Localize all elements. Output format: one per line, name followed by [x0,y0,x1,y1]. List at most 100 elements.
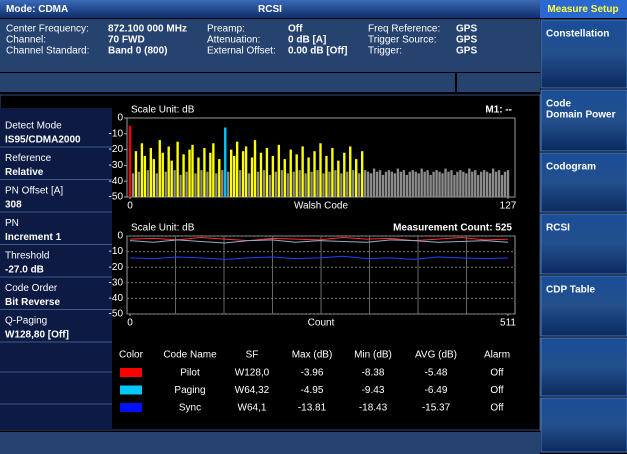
bar [215,173,218,197]
bar [313,151,316,197]
y-tick-label: -20 [109,262,124,273]
setting-label: PN Offset [A] [5,186,63,197]
bar [319,143,322,197]
y-tick-label: -40 [109,293,124,304]
softkey[interactable] [540,89,627,152]
header-bar [0,0,540,18]
setting-value: Relative [5,167,44,178]
info-label: Channel: [6,35,46,46]
softkey[interactable] [540,19,627,89]
bar [360,151,364,197]
x-tick-label: 0 [127,318,133,329]
info-value: GPS [456,35,477,46]
bar [235,141,239,197]
bar [337,160,340,197]
info-label: Trigger Source: [368,35,437,46]
bar [176,141,179,197]
bar [253,140,257,197]
bar [417,173,420,197]
table-cell: -8.38 [362,368,385,379]
softkey-label: Code [546,99,571,110]
info-label: Trigger: [368,46,402,57]
bar [271,155,275,197]
softkey[interactable] [540,152,627,213]
bar [438,171,441,197]
bar [170,160,173,197]
y-tick-label: -20 [109,144,124,155]
bar [485,171,489,197]
bar [500,174,504,197]
trace [129,239,509,244]
y-tick-label: -30 [109,277,124,288]
table-cell: -4.95 [301,385,324,396]
setting-label: Reference [5,153,52,164]
bar [399,171,403,197]
bar [292,171,295,197]
table-cell: -13.81 [298,403,327,414]
bar [307,157,310,197]
table-cell: -6.49 [425,385,448,396]
setting-label: Detect Mode [5,121,62,132]
bar [387,170,391,197]
bar [304,173,307,197]
bar [447,171,450,197]
bar [131,173,135,197]
softkey[interactable] [540,337,627,397]
table-header: Alarm [484,350,510,361]
bar [480,171,483,197]
bar [322,173,325,197]
bar [325,155,328,197]
bar [405,174,408,197]
bar [256,171,260,197]
marker-readout: M1: -- [485,105,512,116]
bar [334,170,337,197]
bar [238,170,242,197]
bar [143,155,147,197]
table-header: Code Name [163,350,217,361]
softkey[interactable] [540,397,627,453]
bar [378,170,382,197]
bar [164,171,167,197]
table-header: Min (dB) [354,350,392,361]
bar [468,168,471,197]
info-value: Band 0 (800) [108,46,167,57]
bar [494,171,498,197]
softkey-header [540,0,627,18]
softkey-title: Measure Setup [547,4,618,15]
bar [137,171,141,197]
bar [203,148,206,197]
softkey-label: RCSI [546,223,570,234]
y-tick-label: 0 [117,231,123,242]
bar [140,143,144,197]
screen-title: RCSI [258,4,282,15]
y-tick-label: 0 [117,113,123,124]
bar [298,170,301,197]
bar [411,170,414,197]
bar [402,170,406,197]
x-axis-label: Count [308,318,335,329]
bar [286,173,289,197]
bar [197,157,200,197]
info-value: Off [288,24,303,35]
bar [355,159,358,197]
bar [384,171,388,197]
color-swatch [120,403,142,412]
setting-value: IS95/CDMA2000 [5,135,81,146]
bar [277,144,281,197]
bar [432,171,435,197]
x-tick-label: 0 [127,201,133,212]
softkey[interactable] [540,213,627,275]
bar [346,171,349,197]
bar [426,170,429,197]
table-cell: -3.96 [301,368,324,379]
x-tick-label: 127 [500,201,517,212]
bar [212,143,215,197]
softkey[interactable] [540,275,627,337]
bar [155,173,158,197]
bar [274,171,278,197]
bar [503,171,507,197]
y-tick-label: -30 [109,160,124,171]
table-header: Color [119,350,144,361]
bar [283,159,286,197]
bar [209,152,212,197]
